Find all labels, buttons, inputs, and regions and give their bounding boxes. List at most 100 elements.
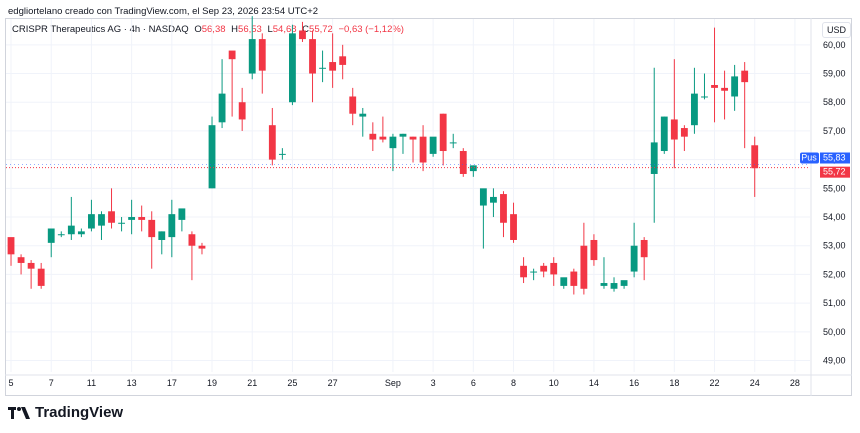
candle-body[interactable] bbox=[349, 96, 357, 114]
candle-body[interactable] bbox=[299, 30, 306, 40]
candle-body[interactable] bbox=[580, 245, 588, 289]
tradingview-logo-icon bbox=[8, 406, 30, 419]
candle-body[interactable] bbox=[158, 231, 166, 240]
candle-body[interactable] bbox=[670, 119, 678, 140]
candle-body[interactable] bbox=[188, 234, 196, 246]
candle-body[interactable] bbox=[98, 214, 105, 226]
x-tick-label: Sep bbox=[385, 378, 401, 388]
open-label: O bbox=[194, 24, 202, 35]
change-value: −0,63 (−1,12%) bbox=[338, 24, 404, 35]
candle-body[interactable] bbox=[640, 239, 648, 258]
candle-body[interactable] bbox=[459, 151, 467, 174]
low-label: L bbox=[267, 24, 273, 35]
candle-body[interactable] bbox=[118, 222, 125, 224]
candle-body[interactable] bbox=[37, 268, 45, 286]
candle-body[interactable] bbox=[630, 245, 638, 272]
currency-button[interactable]: USD bbox=[822, 22, 852, 38]
candle-body[interactable] bbox=[88, 214, 95, 229]
y-tick-label: 59,00 bbox=[823, 69, 846, 79]
candle-body[interactable] bbox=[520, 265, 527, 278]
candle-body[interactable] bbox=[369, 133, 377, 140]
candle-body[interactable] bbox=[469, 165, 477, 172]
y-tick-label: 49,00 bbox=[823, 356, 846, 366]
candle-body[interactable] bbox=[17, 257, 25, 263]
candle-body[interactable] bbox=[510, 214, 517, 240]
candle-body[interactable] bbox=[77, 231, 85, 235]
candle-body[interactable] bbox=[479, 188, 487, 206]
candle-body[interactable] bbox=[409, 136, 417, 140]
prepost-price-badge bbox=[820, 152, 850, 164]
candle-body[interactable] bbox=[429, 136, 437, 154]
candle-body[interactable] bbox=[238, 102, 246, 120]
candle-body[interactable] bbox=[319, 67, 326, 69]
candle-body[interactable] bbox=[7, 237, 15, 255]
candle-body[interactable] bbox=[590, 239, 598, 261]
candle-body[interactable] bbox=[208, 125, 216, 189]
x-tick-label: 16 bbox=[629, 378, 639, 388]
candle-body[interactable] bbox=[108, 211, 115, 223]
y-tick-label: 50,00 bbox=[823, 327, 846, 337]
candle-body[interactable] bbox=[741, 70, 749, 83]
candle-body[interactable] bbox=[751, 145, 759, 169]
candle-body[interactable] bbox=[540, 265, 548, 272]
candle-body[interactable] bbox=[530, 271, 538, 273]
candle-body[interactable] bbox=[178, 208, 186, 220]
candle-body[interactable] bbox=[198, 245, 206, 249]
x-tick-label: 17 bbox=[167, 378, 177, 388]
candle-body[interactable] bbox=[490, 196, 497, 203]
y-tick-label: 54,00 bbox=[823, 212, 846, 222]
candle-body[interactable] bbox=[701, 96, 708, 98]
last-price-value: 55,72 bbox=[823, 167, 846, 177]
candle-body[interactable] bbox=[399, 133, 407, 137]
candle-body[interactable] bbox=[711, 85, 718, 88]
candle-body[interactable] bbox=[500, 194, 507, 223]
candle-body[interactable] bbox=[258, 39, 266, 71]
prepost-price-value: 55,83 bbox=[823, 153, 846, 163]
candle-body[interactable] bbox=[379, 136, 387, 140]
candle-body[interactable] bbox=[691, 93, 698, 126]
candle-body[interactable] bbox=[228, 50, 236, 60]
last-price-badge bbox=[820, 166, 850, 178]
candle-body[interactable] bbox=[439, 113, 447, 152]
candle-body[interactable] bbox=[47, 228, 55, 243]
candle-body[interactable] bbox=[168, 214, 176, 238]
candle-body[interactable] bbox=[570, 271, 578, 286]
candle-body[interactable] bbox=[731, 76, 739, 97]
tradingview-logo[interactable]: TradingView bbox=[8, 404, 123, 421]
chart-frame bbox=[5, 18, 852, 396]
ohlc-legend: CRISPR Therapeutics AG · 4h · NASDAQ O56… bbox=[12, 24, 404, 35]
x-tick-label: 14 bbox=[589, 378, 599, 388]
candle-body[interactable] bbox=[289, 33, 296, 103]
candle-body[interactable] bbox=[620, 280, 628, 286]
candle-body[interactable] bbox=[339, 56, 347, 65]
candle-body[interactable] bbox=[660, 116, 668, 152]
candle-body[interactable] bbox=[650, 142, 658, 174]
symbol-label[interactable]: CRISPR Therapeutics AG · 4h · NASDAQ bbox=[12, 24, 189, 35]
candle-body[interactable] bbox=[148, 219, 156, 238]
candle-body[interactable] bbox=[419, 136, 427, 163]
candle-body[interactable] bbox=[27, 262, 35, 269]
candle-body[interactable] bbox=[610, 283, 618, 289]
prepost-label-badge bbox=[800, 152, 819, 164]
candle-body[interactable] bbox=[309, 39, 316, 74]
candle-body[interactable] bbox=[721, 87, 728, 91]
candle-body[interactable] bbox=[67, 225, 75, 235]
candle-body[interactable] bbox=[57, 234, 65, 236]
candle-body[interactable] bbox=[278, 153, 286, 155]
candle-body[interactable] bbox=[128, 217, 136, 220]
candle-body[interactable] bbox=[680, 128, 688, 137]
candle-body[interactable] bbox=[268, 125, 276, 160]
candle-body[interactable] bbox=[449, 142, 457, 144]
candle-body[interactable] bbox=[359, 113, 367, 117]
candle-body[interactable] bbox=[248, 39, 256, 74]
candle-body[interactable] bbox=[389, 136, 397, 149]
candle-body[interactable] bbox=[560, 277, 568, 286]
x-tick-label: 19 bbox=[207, 378, 217, 388]
candle-body[interactable] bbox=[329, 62, 337, 71]
candle-body[interactable] bbox=[138, 217, 146, 220]
candle-body[interactable] bbox=[550, 262, 558, 275]
candle-body[interactable] bbox=[218, 93, 226, 123]
y-tick-label: 55,00 bbox=[823, 183, 846, 193]
candle-body[interactable] bbox=[600, 283, 608, 286]
